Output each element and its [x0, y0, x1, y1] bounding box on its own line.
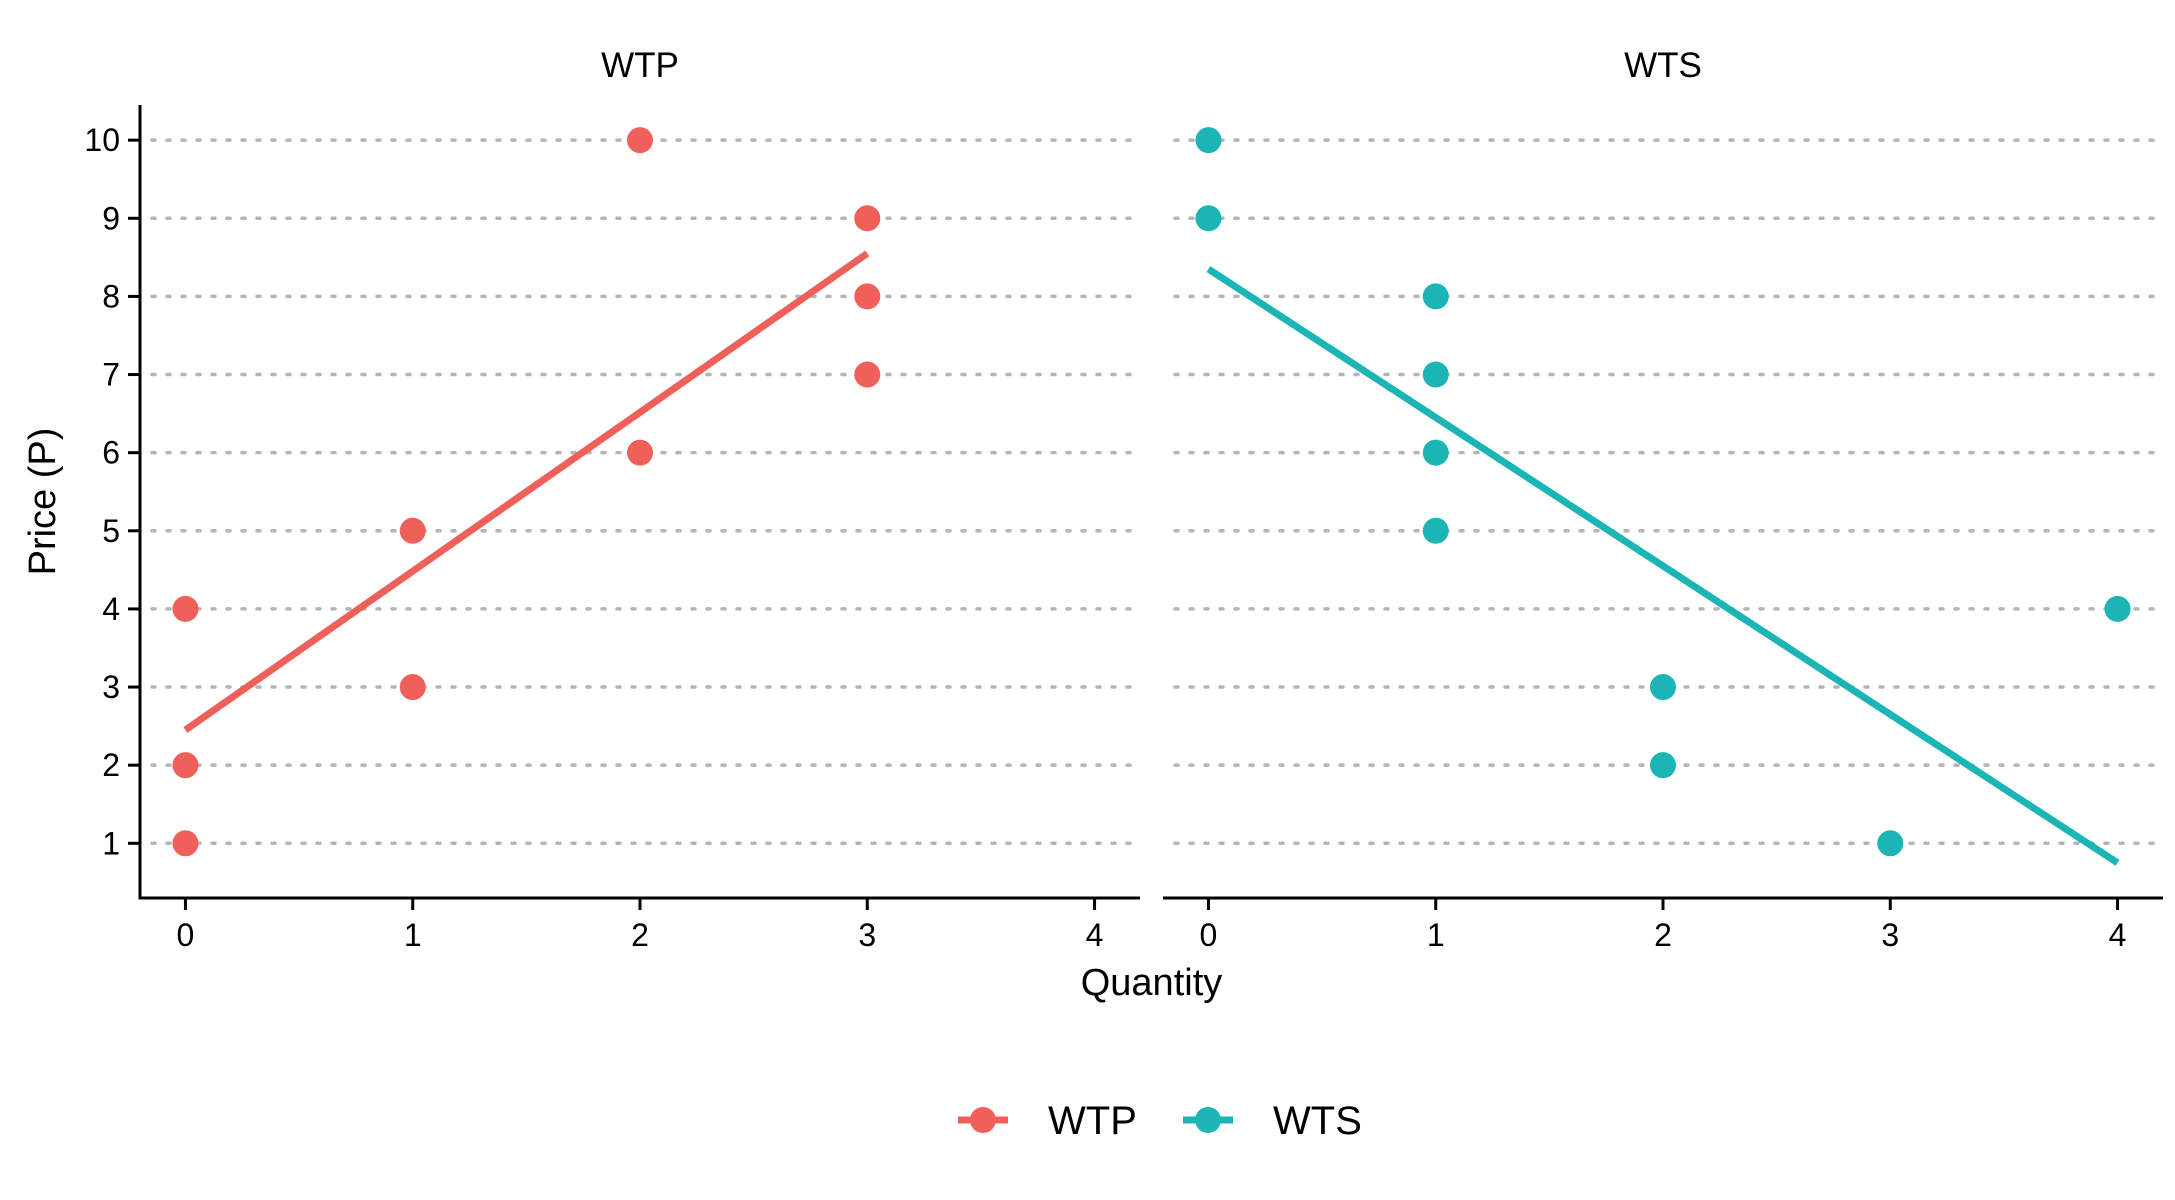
- panel-title: WTS: [1624, 46, 1702, 85]
- data-point: [172, 595, 199, 622]
- legend-key-point: [1195, 1107, 1221, 1133]
- panels-layer: WTP 0 1 2 3 4 1 2 3 4 5 6 7 8 9 10 WTS 0 1 2 3 4: [84, 46, 2165, 953]
- x-tick-label: 1: [404, 917, 422, 953]
- legend-key-point: [970, 1107, 996, 1133]
- legend-label: WTP: [1048, 1099, 1137, 1143]
- data-point: [172, 830, 199, 857]
- y-tick-label: 4: [102, 591, 120, 627]
- x-tick-label: 2: [631, 917, 649, 953]
- legend: WTP WTS: [958, 1099, 1362, 1143]
- data-point: [1422, 361, 1449, 388]
- x-tick-label: 4: [2109, 917, 2127, 953]
- y-tick-label: 3: [102, 669, 120, 705]
- y-tick-label: 10: [84, 122, 120, 158]
- data-point: [627, 127, 653, 154]
- y-tick-label: 6: [102, 435, 120, 471]
- data-point: [1877, 830, 1904, 857]
- x-axis-title: Quantity: [1081, 962, 1223, 1004]
- y-tick-label: 2: [102, 747, 120, 783]
- panel-wtp: WTP 0 1 2 3 4 1 2 3 4 5 6 7 8 9 10: [84, 46, 1142, 953]
- data-point: [1650, 752, 1676, 779]
- x-tick-label: 2: [1654, 917, 1672, 953]
- data-point: [1422, 283, 1449, 310]
- x-tick-label: 0: [1200, 917, 1218, 953]
- y-tick-label: 1: [102, 825, 120, 861]
- fit-line: [183, 250, 870, 733]
- x-tick-label: 4: [1086, 917, 1104, 953]
- data-point: [1422, 517, 1449, 544]
- legend-label: WTS: [1273, 1099, 1362, 1143]
- y-tick-label: 9: [102, 200, 120, 236]
- x-tick-label: 1: [1427, 917, 1445, 953]
- panel-wts: WTS 0 1 2 3 4: [1163, 46, 2165, 953]
- y-tick-label: 7: [102, 357, 120, 393]
- x-tick-label: 0: [177, 917, 195, 953]
- data-point: [1195, 205, 1222, 232]
- x-tick-label: 3: [1881, 917, 1899, 953]
- data-point: [627, 439, 653, 466]
- y-tick-label: 5: [102, 513, 120, 549]
- data-point: [399, 674, 426, 701]
- panel-title: WTP: [601, 46, 679, 85]
- data-point: [1422, 439, 1449, 466]
- data-point: [854, 283, 881, 310]
- y-axis-title: Price (P): [22, 428, 64, 576]
- legend-item-wts: WTS: [1183, 1099, 1362, 1143]
- x-tick-label: 3: [858, 917, 876, 953]
- y-tick-label: 8: [102, 278, 120, 314]
- legend-item-wtp: WTP: [958, 1099, 1137, 1143]
- data-point: [172, 752, 199, 779]
- data-point: [399, 517, 426, 544]
- data-point: [1650, 674, 1676, 701]
- fit-line: [1206, 266, 2120, 866]
- data-point: [2104, 595, 2131, 622]
- data-point: [854, 205, 881, 232]
- data-point: [854, 361, 881, 388]
- data-point: [1195, 127, 1222, 154]
